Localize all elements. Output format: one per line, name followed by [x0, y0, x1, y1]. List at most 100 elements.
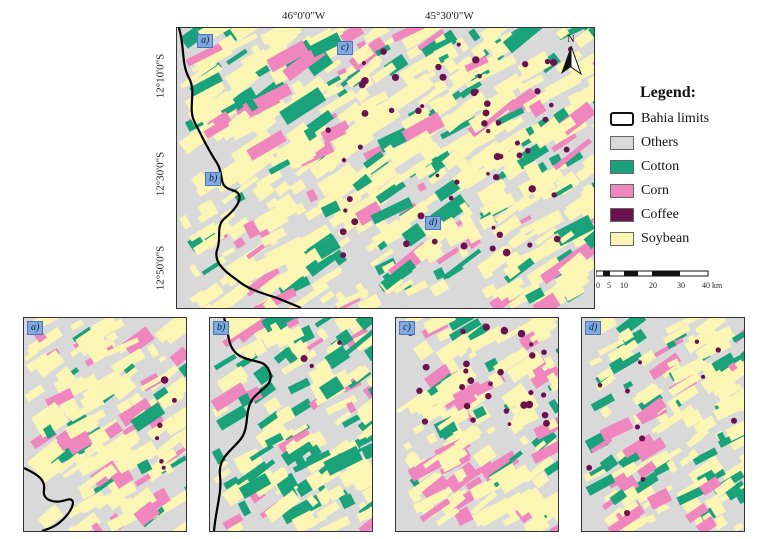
- corn-field: [356, 40, 367, 50]
- cotton-field: [358, 494, 372, 516]
- soybean-field: [618, 500, 639, 517]
- soybean-field: [652, 447, 682, 469]
- soybean-field: [69, 319, 84, 331]
- soybean-field: [80, 487, 96, 500]
- soybean-field: [506, 416, 525, 435]
- soybean-field: [713, 477, 736, 497]
- soybean-field: [188, 222, 217, 242]
- soybean-field: [221, 474, 257, 507]
- legend-label: Cotton: [641, 159, 680, 174]
- corn-field: [401, 111, 445, 146]
- coffee-pivot: [388, 107, 395, 114]
- main-map-fields: [177, 28, 594, 308]
- cotton-field: [273, 347, 292, 364]
- soybean-field: [285, 432, 316, 455]
- coffee-pivot: [351, 218, 359, 226]
- cotton-field: [562, 149, 584, 168]
- soybean-field: [456, 157, 471, 172]
- soybean-field: [306, 514, 327, 528]
- coffee-pivot: [597, 382, 603, 388]
- soybean-field: [406, 450, 422, 468]
- soybean-field: [531, 471, 550, 489]
- cotton-field: [280, 437, 314, 466]
- coffee-pivot: [495, 120, 502, 126]
- soybean-field: [498, 346, 530, 373]
- soybean-field: [302, 146, 317, 161]
- soybean-field: [422, 318, 457, 335]
- scale-tick-label: 10: [620, 281, 628, 290]
- soybean-field: [223, 318, 261, 340]
- soybean-field: [310, 378, 325, 392]
- soybean-field: [275, 405, 296, 425]
- corn-field: [646, 487, 673, 510]
- cotton-field: [420, 29, 459, 61]
- cotton-field: [187, 234, 206, 253]
- soybean-field: [476, 183, 502, 207]
- cotton-field: [305, 50, 334, 77]
- coffee-pivot: [637, 360, 643, 365]
- inset-d-fields: [582, 318, 744, 531]
- soybean-field: [437, 407, 469, 431]
- soybean-field: [179, 60, 217, 89]
- soybean-field: [111, 377, 137, 401]
- soybean-field: [412, 339, 434, 361]
- coffee-pivot: [507, 422, 512, 427]
- soybean-field: [351, 365, 371, 383]
- soybean-field: [362, 505, 372, 521]
- coffee-pivot: [415, 107, 422, 115]
- cotton-field: [442, 248, 482, 280]
- soybean-field: [598, 338, 625, 356]
- coffee-pivot: [639, 435, 646, 442]
- soybean-field: [27, 326, 63, 355]
- soybean-field: [512, 229, 538, 249]
- soybean-field: [213, 467, 232, 484]
- coffee-pivot: [541, 349, 547, 356]
- coffee-pivot: [481, 120, 488, 127]
- corn-field: [532, 292, 561, 308]
- cotton-field: [370, 196, 414, 225]
- coffee-pivot: [625, 388, 630, 394]
- corn-field: [185, 41, 226, 67]
- soybean-field: [438, 489, 466, 515]
- soybean-field: [356, 179, 380, 197]
- soybean-field: [704, 494, 722, 509]
- soybean-field: [105, 331, 118, 343]
- soybean-field: [729, 362, 744, 382]
- corn-field: [607, 509, 640, 531]
- soybean-field: [586, 67, 594, 88]
- soybean-field: [504, 116, 525, 134]
- soybean-field: [471, 506, 495, 527]
- soybean-field: [444, 221, 479, 247]
- coffee-pivot: [517, 329, 526, 338]
- soybean-field: [262, 267, 299, 297]
- coffee-pivot: [346, 195, 353, 202]
- coffee-pivot: [460, 328, 466, 335]
- soybean-field: [506, 350, 545, 383]
- soybean-field: [523, 160, 543, 181]
- soybean-field: [599, 405, 613, 419]
- cotton-field: [231, 408, 246, 420]
- soybean-field: [479, 28, 502, 44]
- soybean-field: [285, 439, 297, 451]
- soybean-field: [264, 490, 301, 523]
- soybean-field: [36, 458, 66, 485]
- inset-c-fields: [396, 318, 558, 531]
- coffee-pivot: [416, 387, 423, 394]
- soybean-field: [711, 514, 728, 531]
- corn-field: [152, 487, 171, 507]
- cotton-field: [360, 436, 372, 460]
- soybean-field: [361, 472, 372, 504]
- inset-map-b: b): [209, 317, 373, 532]
- soybean-field: [695, 318, 727, 339]
- cotton-field: [459, 79, 483, 99]
- soybean-field: [24, 384, 46, 403]
- inset-map-c: c): [395, 317, 559, 532]
- soybean-field: [497, 464, 533, 494]
- soybean-field: [622, 515, 649, 531]
- soybean-field: [718, 395, 744, 416]
- cotton-field: [449, 318, 482, 342]
- coffee-pivot: [482, 323, 490, 331]
- soybean-field: [230, 130, 272, 163]
- soybean-field: [428, 96, 444, 110]
- soybean-field: [116, 398, 135, 416]
